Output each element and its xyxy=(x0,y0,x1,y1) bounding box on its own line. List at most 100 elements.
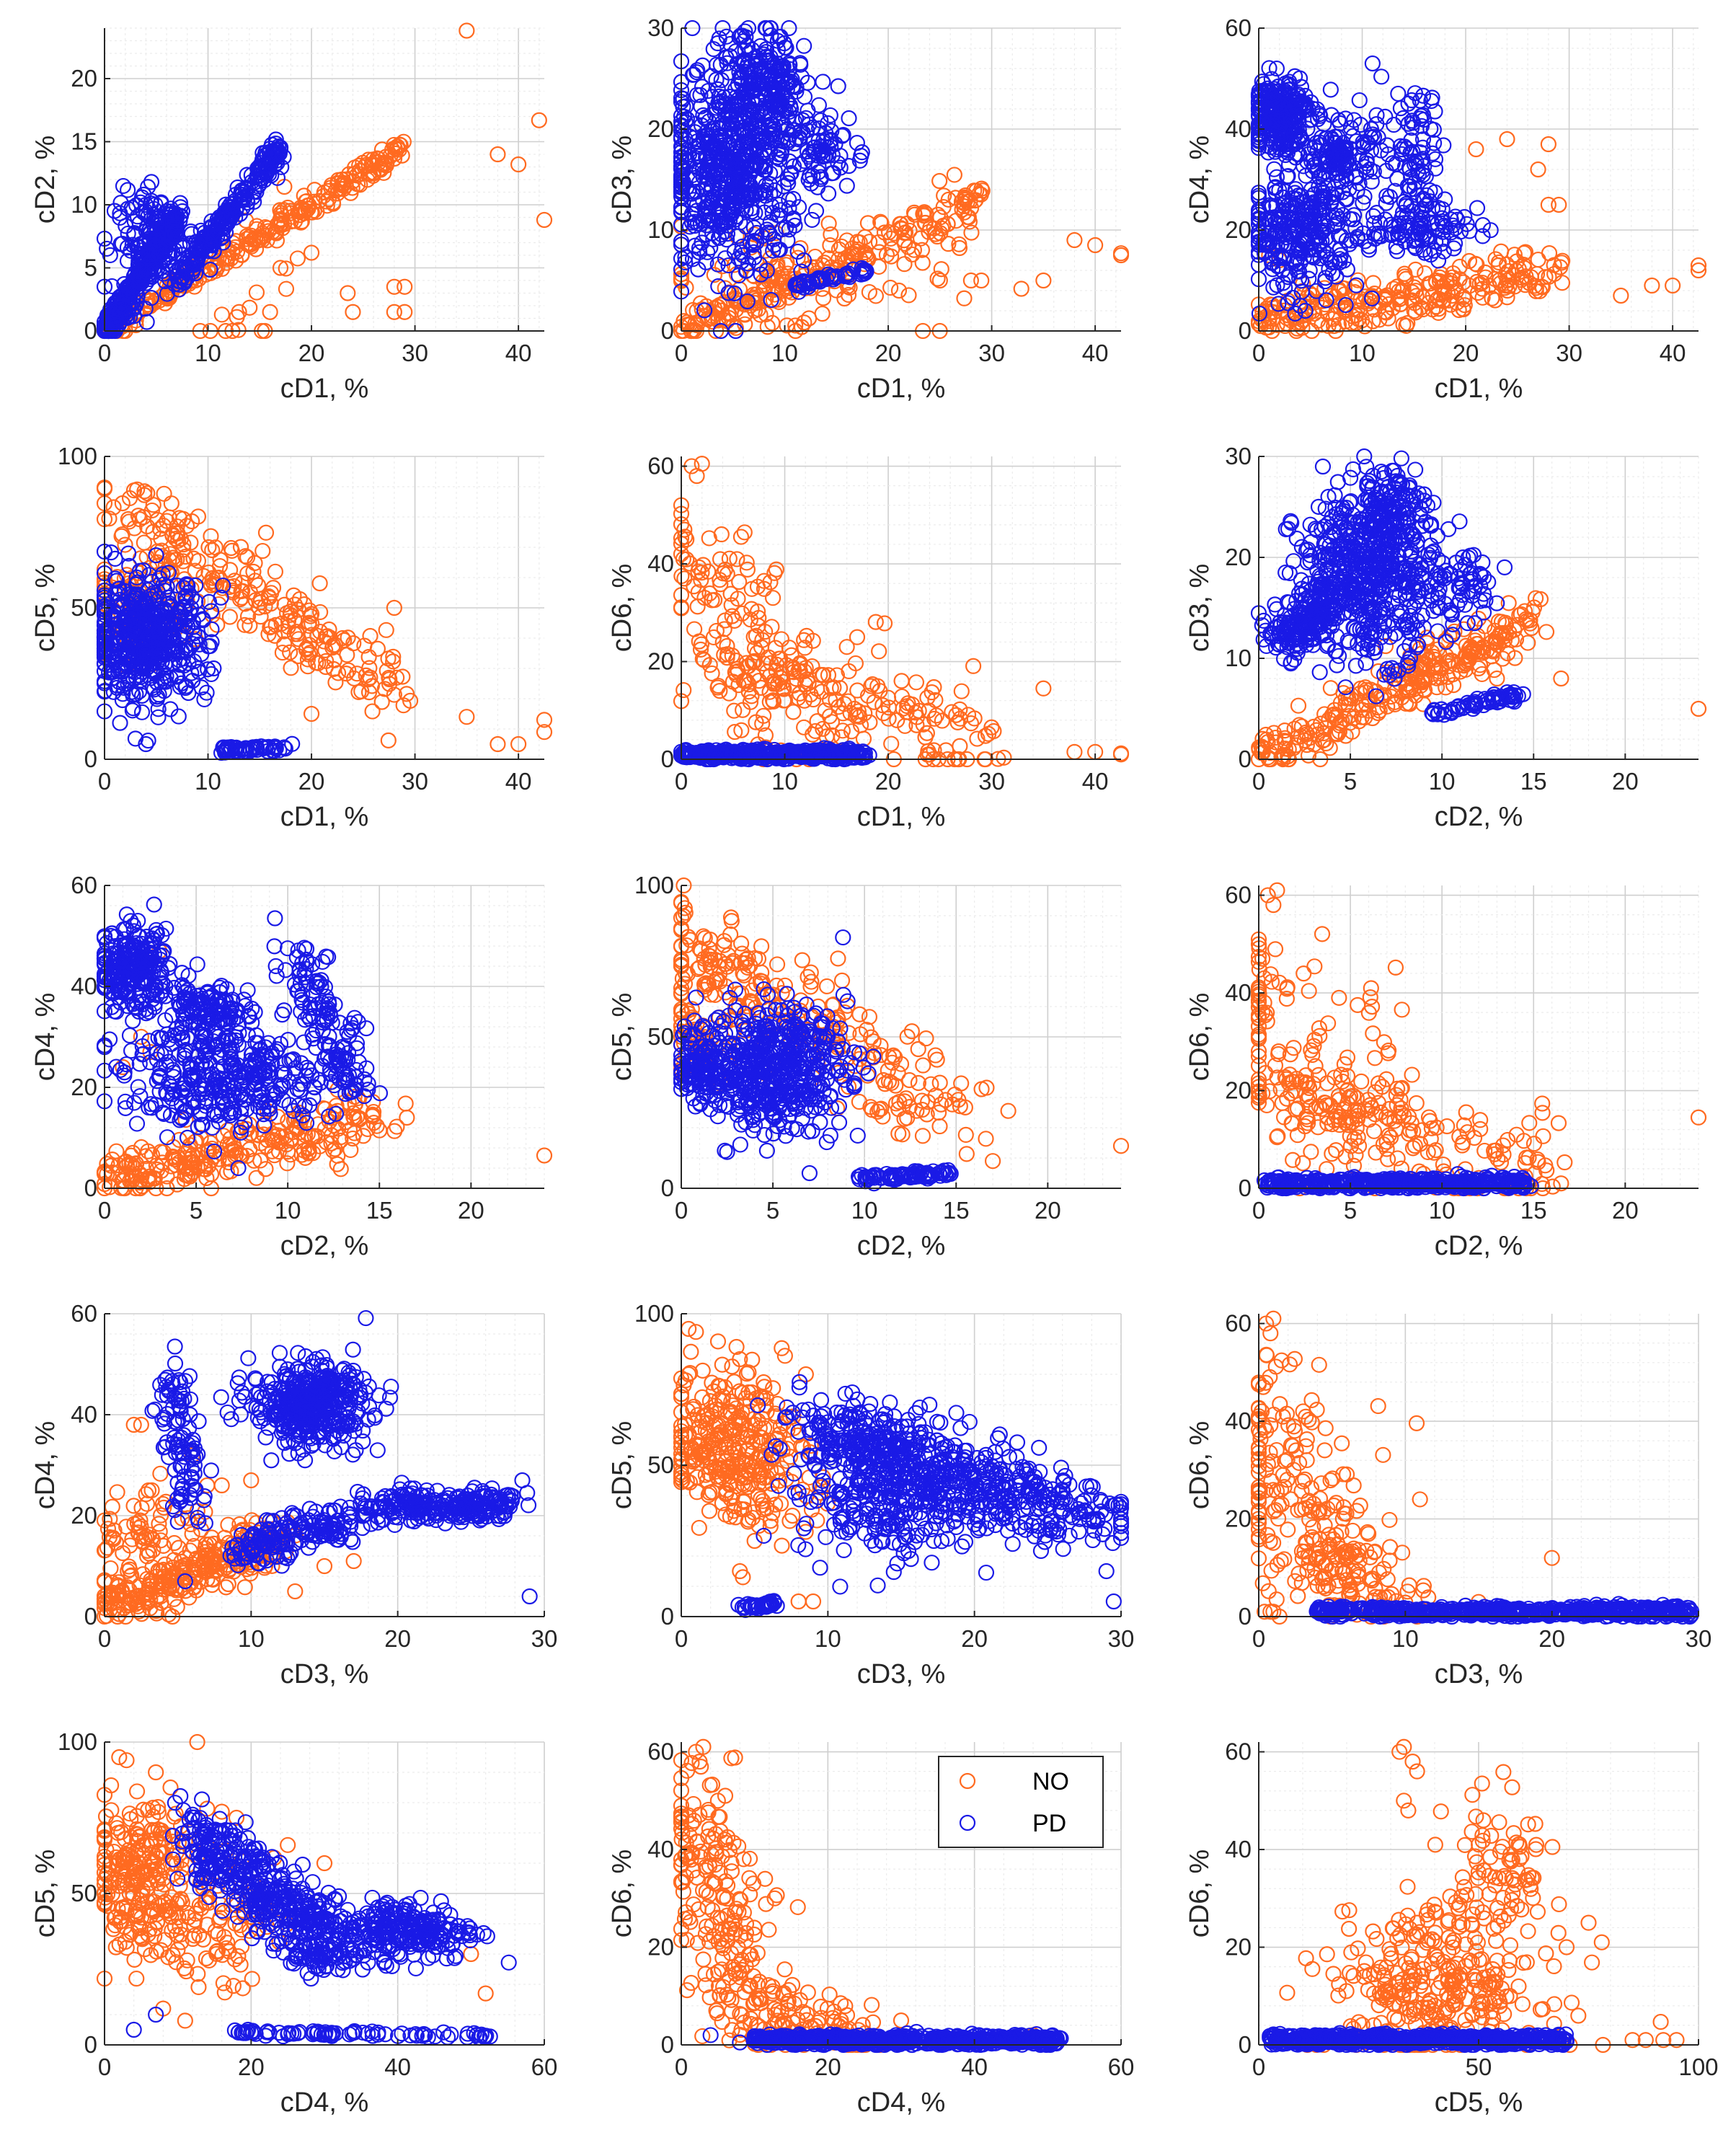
data-point-PD xyxy=(125,226,142,243)
data-point-PD xyxy=(231,205,249,222)
data-point-NO xyxy=(397,278,413,295)
data-point-NO xyxy=(272,260,289,276)
data-point-PD xyxy=(138,196,154,213)
data-point-NO xyxy=(324,195,342,212)
data-point-NO xyxy=(323,177,340,193)
y-tick-label: 20 xyxy=(1225,216,1252,243)
data-point-PD xyxy=(136,234,153,250)
x-axis-label: cD1, % xyxy=(857,374,945,404)
y-tick-label: 20 xyxy=(647,115,674,142)
data-point-PD xyxy=(175,239,192,256)
data-point-PD xyxy=(120,225,136,242)
x-tick-label: 40 xyxy=(1082,340,1109,366)
x-tick-label: 40 xyxy=(1660,340,1686,366)
data-point-PD xyxy=(182,223,199,240)
data-point-NO xyxy=(293,213,310,230)
data-point-PD xyxy=(150,213,167,230)
data-point-NO xyxy=(283,213,299,230)
data-point-PD xyxy=(133,242,150,259)
data-point-NO xyxy=(248,284,265,301)
series-PD xyxy=(96,131,292,340)
data-point-PD xyxy=(183,255,200,271)
y-tick-label: 20 xyxy=(71,65,97,92)
data-point-NO xyxy=(954,201,970,218)
y-tick-label: 40 xyxy=(1225,115,1252,142)
data-point-NO xyxy=(720,309,738,327)
data-point-NO xyxy=(905,204,923,221)
data-point-NO xyxy=(230,322,247,338)
data-point-NO xyxy=(159,291,176,307)
data-point-PD xyxy=(259,161,275,177)
data-point-NO xyxy=(345,304,361,320)
x-axis-label: cD1, % xyxy=(1435,374,1523,404)
x-tick-label: 30 xyxy=(402,340,428,366)
data-point-NO xyxy=(384,141,401,158)
data-point-PD xyxy=(173,247,190,263)
data-point-PD xyxy=(232,187,249,203)
y-axis-label: cD5, % xyxy=(30,564,61,652)
data-point-PD xyxy=(217,224,234,241)
data-point-NO xyxy=(876,224,893,241)
data-point-NO xyxy=(242,299,258,316)
data-point-PD xyxy=(202,261,218,278)
data-point-PD xyxy=(243,167,260,184)
data-point-NO xyxy=(900,239,917,255)
data-point-NO xyxy=(918,205,934,222)
x-tick-label: 10 xyxy=(1349,340,1376,366)
data-point-PD xyxy=(143,195,159,212)
data-point-PD xyxy=(184,264,200,280)
y-tick-label: 15 xyxy=(71,128,97,155)
data-point-NO xyxy=(335,177,351,194)
data-point-NO xyxy=(249,232,266,249)
y-tick-label: 0 xyxy=(1239,317,1252,344)
data-point-NO xyxy=(231,304,247,320)
data-point-PD xyxy=(151,245,168,262)
data-point-PD xyxy=(164,244,181,260)
y-tick-label: 60 xyxy=(1225,14,1252,41)
data-point-NO xyxy=(936,187,952,204)
data-point-NO xyxy=(304,204,320,221)
data-point-PD xyxy=(126,213,143,230)
data-point-NO xyxy=(896,256,913,273)
data-point-PD xyxy=(122,309,138,325)
data-point-NO xyxy=(234,247,250,263)
x-axis-label: cD1, % xyxy=(280,802,368,832)
data-point-NO xyxy=(372,162,389,178)
y-axis-label: cD4, % xyxy=(1184,136,1215,224)
data-point-PD xyxy=(120,182,136,198)
data-point-NO xyxy=(262,304,278,320)
data-point-NO xyxy=(289,250,306,267)
y-tick-label: 0 xyxy=(84,746,97,772)
data-point-PD xyxy=(187,252,203,269)
x-tick-label: 40 xyxy=(505,340,532,366)
x-tick-label: 20 xyxy=(298,340,325,366)
x-tick-label: 0 xyxy=(1252,340,1265,366)
data-point-NO xyxy=(820,215,837,232)
data-point-NO xyxy=(268,232,285,249)
data-point-NO xyxy=(870,234,887,251)
y-tick-label: 0 xyxy=(661,317,674,344)
grid xyxy=(104,27,544,332)
data-point-PD xyxy=(190,236,206,252)
y-axis-label: cD3, % xyxy=(607,136,637,224)
data-point-NO xyxy=(387,145,404,162)
data-point-NO xyxy=(940,191,957,208)
data-point-PD xyxy=(112,205,128,221)
x-tick-label: 10 xyxy=(771,340,798,366)
data-point-NO xyxy=(459,22,475,39)
data-point-PD xyxy=(123,242,139,259)
x-tick-label: 0 xyxy=(98,768,111,795)
data-point-NO xyxy=(340,285,356,301)
x-tick-label: 20 xyxy=(875,340,902,366)
data-point-PD xyxy=(140,208,156,224)
data-point-PD xyxy=(125,289,141,306)
x-axis-label: cD1, % xyxy=(280,374,368,404)
y-tick-label: 10 xyxy=(647,216,674,243)
data-point-PD xyxy=(138,275,154,291)
data-point-NO xyxy=(243,238,260,255)
data-point-NO xyxy=(904,246,921,263)
x-tick-label: 10 xyxy=(195,768,221,795)
